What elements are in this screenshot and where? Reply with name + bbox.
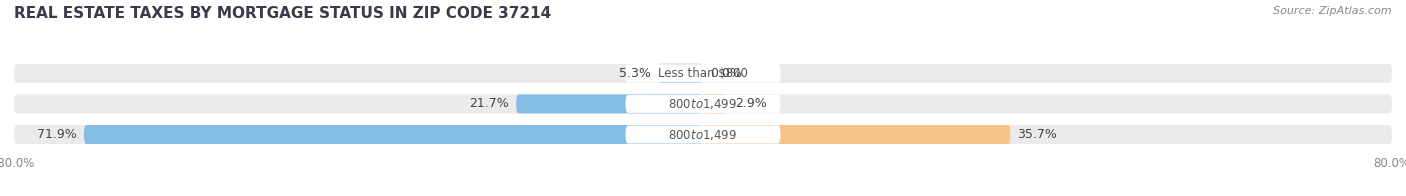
Text: $800 to $1,499: $800 to $1,499 bbox=[668, 128, 738, 142]
FancyBboxPatch shape bbox=[14, 125, 1392, 144]
FancyBboxPatch shape bbox=[626, 95, 780, 113]
FancyBboxPatch shape bbox=[658, 64, 703, 83]
FancyBboxPatch shape bbox=[626, 125, 780, 143]
FancyBboxPatch shape bbox=[84, 125, 703, 144]
FancyBboxPatch shape bbox=[14, 94, 1392, 113]
Text: 21.7%: 21.7% bbox=[470, 97, 509, 110]
FancyBboxPatch shape bbox=[14, 64, 1392, 83]
Text: 71.9%: 71.9% bbox=[37, 128, 77, 141]
Text: Source: ZipAtlas.com: Source: ZipAtlas.com bbox=[1274, 6, 1392, 16]
Text: $800 to $1,499: $800 to $1,499 bbox=[668, 97, 738, 111]
FancyBboxPatch shape bbox=[703, 125, 1011, 144]
Text: 35.7%: 35.7% bbox=[1018, 128, 1057, 141]
Text: Less than $800: Less than $800 bbox=[658, 67, 748, 80]
Text: REAL ESTATE TAXES BY MORTGAGE STATUS IN ZIP CODE 37214: REAL ESTATE TAXES BY MORTGAGE STATUS IN … bbox=[14, 6, 551, 21]
Text: 5.3%: 5.3% bbox=[619, 67, 651, 80]
Text: 2.9%: 2.9% bbox=[735, 97, 766, 110]
FancyBboxPatch shape bbox=[626, 64, 780, 82]
Text: 0.0%: 0.0% bbox=[710, 67, 742, 80]
Legend: Without Mortgage, With Mortgage: Without Mortgage, With Mortgage bbox=[574, 194, 832, 196]
FancyBboxPatch shape bbox=[516, 94, 703, 113]
FancyBboxPatch shape bbox=[703, 94, 728, 113]
